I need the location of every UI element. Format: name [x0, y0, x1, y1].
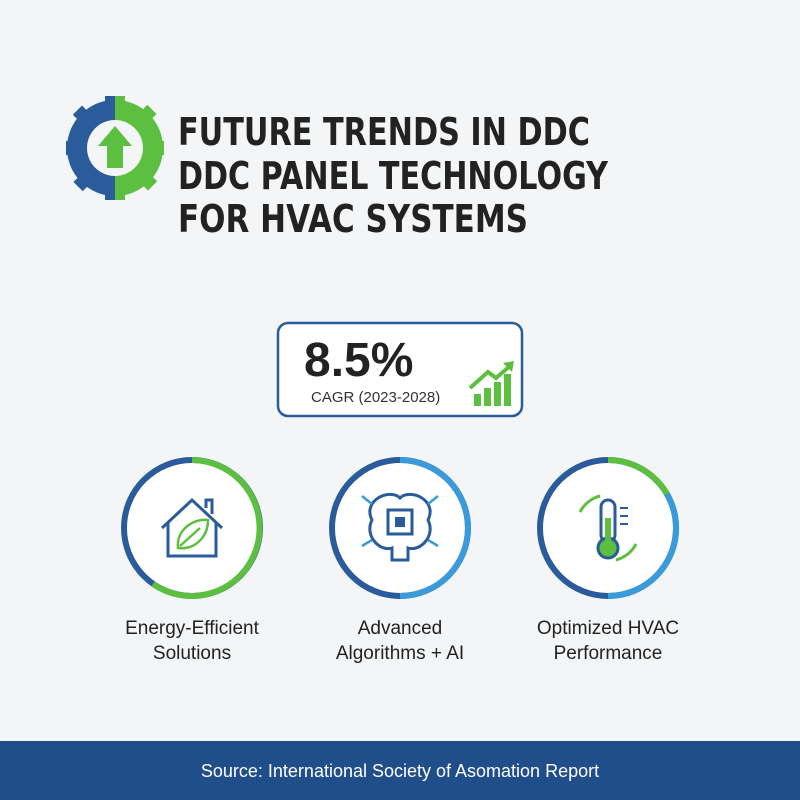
footer-source: Source: International Society of Asomati… — [201, 761, 599, 781]
growth-icon — [468, 361, 514, 406]
feature-ring — [329, 457, 471, 599]
feature-ring — [121, 457, 263, 599]
feature-label: Energy-Efficient — [125, 618, 259, 639]
footer-bar — [0, 741, 800, 800]
feature-ring — [537, 456, 680, 600]
stat-value: 8.5% — [304, 334, 413, 387]
gear-icon — [66, 96, 164, 200]
title-line: FUTURE TRENDS IN DDC — [178, 110, 590, 154]
title-line: FOR HVAC SYSTEMS — [178, 197, 528, 241]
title-line: DDC PANEL TECHNOLOGY — [178, 154, 608, 198]
stat-label: CAGR (2023-2028) — [311, 389, 440, 406]
feature-label: Solutions — [153, 643, 231, 664]
feature-label: Optimized HVAC — [537, 618, 679, 639]
stat-box — [276, 321, 524, 418]
feature-label: Algorithms + AI — [336, 643, 464, 664]
feature-label: Advanced — [358, 618, 443, 639]
feature-label: Performance — [554, 643, 663, 664]
